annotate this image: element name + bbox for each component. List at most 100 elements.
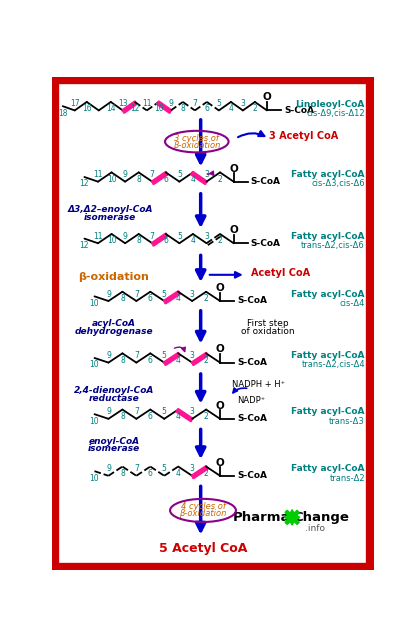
Text: 8: 8: [136, 237, 141, 246]
Text: Δ3,Δ2–enoyl-CoA: Δ3,Δ2–enoyl-CoA: [67, 205, 153, 214]
Text: NADPH + H⁺: NADPH + H⁺: [232, 380, 286, 390]
Text: 5: 5: [177, 232, 182, 241]
Text: O: O: [216, 283, 225, 293]
Text: 7: 7: [193, 99, 197, 108]
Text: 16: 16: [82, 104, 92, 113]
Text: 3 Acetyl CoA: 3 Acetyl CoA: [269, 131, 338, 141]
Text: 7: 7: [150, 232, 155, 241]
Text: β-oxidation: β-oxidation: [173, 141, 220, 150]
Text: 9: 9: [123, 232, 127, 241]
Text: 9: 9: [106, 408, 111, 417]
Text: 10: 10: [107, 175, 116, 184]
Text: 12: 12: [80, 179, 89, 188]
Text: reductase: reductase: [88, 394, 139, 403]
Text: 5: 5: [162, 464, 167, 473]
Text: 2: 2: [204, 294, 208, 303]
Text: .info: .info: [305, 524, 325, 533]
Text: 3: 3: [190, 464, 195, 473]
Text: 10: 10: [90, 299, 99, 308]
Text: 13: 13: [118, 99, 127, 108]
Text: 2,4-dienoyl-CoA: 2,4-dienoyl-CoA: [74, 386, 154, 395]
Text: 5: 5: [162, 408, 167, 417]
Text: Fatty acyl-CoA: Fatty acyl-CoA: [291, 464, 365, 473]
Text: 4: 4: [229, 104, 233, 113]
Text: isomerase: isomerase: [88, 444, 140, 453]
Text: 10: 10: [90, 360, 99, 369]
Text: 3: 3: [240, 99, 245, 108]
Text: 4: 4: [176, 356, 181, 365]
Text: 4: 4: [190, 175, 195, 184]
Text: 8: 8: [120, 412, 125, 421]
Text: Change: Change: [294, 511, 349, 524]
Text: S-CoA: S-CoA: [237, 358, 267, 367]
Text: 6: 6: [148, 412, 153, 421]
Text: trans-Δ3: trans-Δ3: [329, 417, 365, 426]
Text: 5: 5: [217, 99, 221, 108]
Text: 3: 3: [204, 171, 209, 179]
Text: 4: 4: [176, 294, 181, 303]
Text: 2: 2: [204, 469, 208, 478]
Text: Pharma: Pharma: [233, 511, 290, 524]
Text: 2: 2: [253, 104, 257, 113]
Text: S-CoA: S-CoA: [284, 106, 314, 115]
Text: 8: 8: [120, 356, 125, 365]
Polygon shape: [284, 510, 300, 525]
Text: 5: 5: [162, 351, 167, 360]
Text: S-CoA: S-CoA: [237, 297, 267, 306]
Text: dehydrogenase: dehydrogenase: [75, 326, 153, 335]
Text: trans-Δ2: trans-Δ2: [330, 474, 365, 483]
Text: Fatty acyl-CoA: Fatty acyl-CoA: [291, 290, 365, 299]
Text: 8: 8: [181, 104, 185, 113]
Text: 4: 4: [190, 237, 195, 246]
Text: 2: 2: [204, 356, 208, 365]
Polygon shape: [285, 510, 299, 524]
Text: 2: 2: [204, 412, 208, 421]
Text: 9: 9: [106, 351, 111, 360]
Text: Acetyl CoA: Acetyl CoA: [251, 267, 310, 278]
Text: trans-Δ2,cis-Δ4: trans-Δ2,cis-Δ4: [301, 360, 365, 369]
Text: 9: 9: [106, 290, 111, 299]
Text: 4: 4: [176, 469, 181, 478]
Text: 7: 7: [134, 408, 139, 417]
Text: 14: 14: [106, 104, 116, 113]
Text: 2: 2: [218, 237, 222, 246]
Text: cis-Δ4: cis-Δ4: [339, 299, 365, 308]
Text: 9: 9: [123, 171, 127, 179]
Text: 6: 6: [164, 175, 168, 184]
Text: 12: 12: [130, 104, 139, 113]
Text: 10: 10: [107, 237, 116, 246]
Text: 6: 6: [148, 356, 153, 365]
Text: 3 cycles of: 3 cycles of: [174, 134, 219, 143]
Text: 5: 5: [177, 171, 182, 179]
Text: O: O: [216, 458, 225, 468]
Text: 4: 4: [176, 412, 181, 421]
Polygon shape: [285, 510, 299, 524]
Text: 7: 7: [134, 290, 139, 299]
Text: 17: 17: [70, 99, 80, 108]
Text: Fatty acyl-CoA: Fatty acyl-CoA: [291, 408, 365, 417]
Text: β-oxidation: β-oxidation: [78, 272, 149, 282]
Text: O: O: [229, 225, 238, 235]
Text: 3: 3: [190, 408, 195, 417]
Text: acyl-CoA: acyl-CoA: [92, 319, 136, 328]
Text: 7: 7: [134, 351, 139, 360]
Text: 6: 6: [148, 469, 153, 478]
Text: 8: 8: [120, 469, 125, 478]
Text: O: O: [216, 401, 225, 411]
Text: isomerase: isomerase: [84, 213, 136, 222]
Text: 10: 10: [154, 104, 164, 113]
Text: cis-Δ3,cis-Δ6: cis-Δ3,cis-Δ6: [311, 179, 365, 188]
Text: 11: 11: [142, 99, 151, 108]
Text: 5: 5: [162, 290, 167, 299]
Text: 11: 11: [93, 171, 103, 179]
Text: S-CoA: S-CoA: [237, 471, 267, 480]
Text: S-CoA: S-CoA: [237, 414, 267, 423]
Text: 12: 12: [80, 241, 89, 250]
Text: 6: 6: [205, 104, 209, 113]
Text: 8: 8: [120, 294, 125, 303]
Text: S-CoA: S-CoA: [251, 238, 281, 247]
Text: β-oxidation: β-oxidation: [179, 509, 227, 518]
Text: 10: 10: [90, 474, 99, 483]
Text: 6: 6: [148, 294, 153, 303]
Text: 4 cycles of: 4 cycles of: [181, 502, 225, 511]
